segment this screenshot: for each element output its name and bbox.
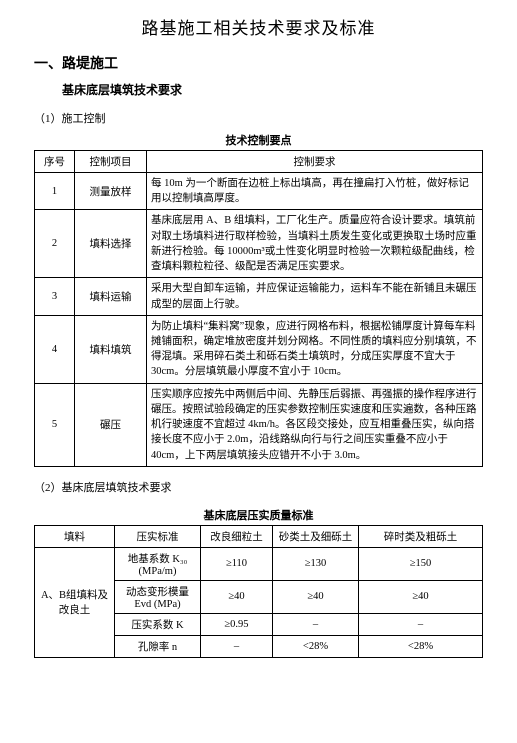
t2-head-a: 填料 bbox=[35, 525, 115, 547]
t2-cell-c: – bbox=[201, 635, 273, 657]
table1-caption: 技术控制要点 bbox=[34, 132, 483, 148]
table-control-points: 序号 控制项目 控制要求 1测量放样每 10m 为一个断面在边桩上标出填高，再在… bbox=[34, 150, 483, 467]
t2-cell-b: 孔隙率 n bbox=[115, 635, 201, 657]
t2-head-e: 碎时类及粗砾土 bbox=[359, 525, 483, 547]
part1-label: （1）施工控制 bbox=[34, 110, 483, 126]
t1-cell-item: 填料运输 bbox=[75, 278, 147, 315]
doc-title: 路基施工相关技术要求及标准 bbox=[34, 14, 483, 39]
t1-cell-item: 测量放样 bbox=[75, 173, 147, 210]
t2-cell-c: ≥0.95 bbox=[201, 613, 273, 635]
t1-cell-req: 每 10m 为一个断面在边桩上标出填高，再在撞扁打入竹桩，做好标记用以控制填高厚… bbox=[147, 173, 483, 210]
t2-cell-e: ≥150 bbox=[359, 547, 483, 580]
t2-head-c: 改良细粒土 bbox=[201, 525, 273, 547]
table-quality-standard: 填料 压实标准 改良细粒土 砂类土及细砾土 碎时类及粗砾土 A、B组填料及改良土… bbox=[34, 525, 483, 658]
t1-cell-req: 基床底层用 A、B 组填料，工厂化生产。质量应符合设计要求。填筑前对取土场填料进… bbox=[147, 210, 483, 278]
t1-cell-item: 填料填筑 bbox=[75, 315, 147, 383]
part2-label: （2）基床底层填筑技术要求 bbox=[34, 479, 483, 495]
t1-cell-req: 压实顺序应按先中两侧后中间、先静压后弱振、再强振的操作程序进行碾压。按照试验段确… bbox=[147, 383, 483, 466]
t1-cell-num: 2 bbox=[35, 210, 75, 278]
t2-cell-c: ≥110 bbox=[201, 547, 273, 580]
t2-cell-d: ≥40 bbox=[273, 580, 359, 613]
table2-caption: 基床底层压实质量标准 bbox=[34, 507, 483, 523]
table-row: 3填料运输采用大型自卸车运输，并应保证运输能力，运料车不能在新铺且未碾压成型的层… bbox=[35, 278, 483, 315]
t2-cell-e: ≥40 bbox=[359, 580, 483, 613]
table-row: A、B组填料及改良土地基系数 K₃₀ (MPa/m)≥110≥130≥150 bbox=[35, 547, 483, 580]
t2-cell-c: ≥40 bbox=[201, 580, 273, 613]
t2-cell-d: <28% bbox=[273, 635, 359, 657]
t2-cell-e: – bbox=[359, 613, 483, 635]
section-subheading: 基床底层填筑技术要求 bbox=[62, 81, 483, 98]
t1-cell-num: 4 bbox=[35, 315, 75, 383]
table-row: 4填料填筑为防止填料“集料窝”现象，应进行网格布料，根据松铺厚度计算每车料摊铺面… bbox=[35, 315, 483, 383]
t2-cell-d: ≥130 bbox=[273, 547, 359, 580]
table-row: 5碾压压实顺序应按先中两侧后中间、先静压后弱振、再强振的操作程序进行碾压。按照试… bbox=[35, 383, 483, 466]
t1-cell-num: 3 bbox=[35, 278, 75, 315]
t1-cell-req: 为防止填料“集料窝”现象，应进行网格布料，根据松铺厚度计算每车料摊铺面积，确定堆… bbox=[147, 315, 483, 383]
t1-head-req: 控制要求 bbox=[147, 151, 483, 173]
table-row: 2填料选择基床底层用 A、B 组填料，工厂化生产。质量应符合设计要求。填筑前对取… bbox=[35, 210, 483, 278]
section-heading: 一、路堤施工 bbox=[34, 53, 483, 73]
t2-cell-material: A、B组填料及改良土 bbox=[35, 547, 115, 657]
t1-head-num: 序号 bbox=[35, 151, 75, 173]
t2-cell-b: 动态变形模量 Evd (MPa) bbox=[115, 580, 201, 613]
t2-head-b: 压实标准 bbox=[115, 525, 201, 547]
t2-cell-e: <28% bbox=[359, 635, 483, 657]
t1-cell-num: 1 bbox=[35, 173, 75, 210]
t1-head-item: 控制项目 bbox=[75, 151, 147, 173]
table-row: 1测量放样每 10m 为一个断面在边桩上标出填高，再在撞扁打入竹桩，做好标记用以… bbox=[35, 173, 483, 210]
t2-head-d: 砂类土及细砾土 bbox=[273, 525, 359, 547]
t1-cell-item: 填料选择 bbox=[75, 210, 147, 278]
t2-cell-b: 压实系数 K bbox=[115, 613, 201, 635]
t1-cell-item: 碾压 bbox=[75, 383, 147, 466]
t2-cell-d: – bbox=[273, 613, 359, 635]
t1-cell-num: 5 bbox=[35, 383, 75, 466]
t1-cell-req: 采用大型自卸车运输，并应保证运输能力，运料车不能在新铺且未碾压成型的层面上行驶。 bbox=[147, 278, 483, 315]
t2-cell-b: 地基系数 K₃₀ (MPa/m) bbox=[115, 547, 201, 580]
